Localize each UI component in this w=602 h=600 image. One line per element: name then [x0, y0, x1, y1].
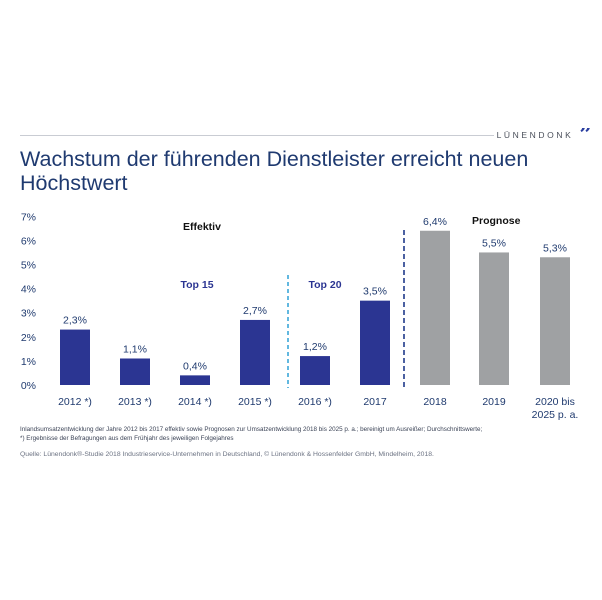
- category-label: 2015 *): [238, 396, 272, 408]
- y-tick-label: 3%: [21, 308, 36, 320]
- bar: [479, 252, 509, 385]
- value-label: 5,5%: [482, 237, 506, 249]
- y-tick-label: 1%: [21, 356, 36, 368]
- value-label: 1,1%: [123, 343, 147, 355]
- category-label: 2020 bis 2025 p. a.: [532, 396, 579, 420]
- category-label: 2018: [423, 396, 447, 408]
- category-label: 2013 *): [118, 396, 152, 408]
- bar: [540, 257, 570, 385]
- top20-annotation: Top 20: [308, 279, 341, 291]
- category-label: 2019: [482, 396, 506, 408]
- value-label: 1,2%: [303, 341, 327, 353]
- y-tick-label: 2%: [21, 332, 36, 344]
- bar: [240, 319, 270, 385]
- value-label: 3,5%: [363, 286, 387, 298]
- category-label: 2017: [363, 396, 387, 408]
- y-tick-label: 4%: [21, 284, 36, 296]
- category-label: 2014 *): [178, 396, 212, 408]
- bar: [360, 300, 390, 385]
- value-label: 2,7%: [243, 305, 267, 317]
- footnote-line-1: Inlandsumsatzentwicklung der Jahre 2012 …: [20, 426, 483, 433]
- brand-logo: LÜNENDONK ”: [497, 128, 592, 142]
- quote-mark-icon: ”: [579, 128, 592, 142]
- effektiv-annotation: Effektiv: [183, 221, 221, 233]
- category-label: 2012 *): [58, 396, 92, 408]
- brand-name: LÜNENDONK: [496, 130, 574, 140]
- value-label: 5,3%: [543, 242, 567, 254]
- prognose-annotation: Prognose: [472, 215, 521, 227]
- bar: [120, 358, 150, 385]
- bar-chart: 0% 1% 2% 3% 4% 5% 6% 7% 2,3% 2012 *) 1,1% 2013 *) 0,…: [21, 211, 579, 420]
- page-title: Wachstum der führenden Dienstleister err…: [20, 147, 540, 195]
- header-rule: [20, 135, 494, 136]
- bar: [420, 230, 450, 385]
- value-label: 6,4%: [423, 216, 447, 228]
- bar: [60, 329, 90, 385]
- category-label: 2016 *): [298, 396, 332, 408]
- y-tick-label: 7%: [21, 211, 36, 223]
- title-line-1: Wachstum der führenden Dienstleister err…: [20, 147, 529, 171]
- bar: [300, 356, 330, 385]
- y-tick-label: 5%: [21, 260, 36, 272]
- value-label: 2,3%: [63, 315, 87, 327]
- top15-annotation: Top 15: [180, 279, 213, 291]
- footnotes: Inlandsumsatzentwicklung der Jahre 2012 …: [20, 425, 482, 443]
- bar: [180, 375, 210, 385]
- y-tick-label: 6%: [21, 235, 36, 247]
- title-line-2: Höchstwert: [20, 171, 128, 195]
- value-label: 0,4%: [183, 360, 207, 372]
- source-note: Quelle: Lünendonk®-Studie 2018 Industrie…: [20, 451, 434, 458]
- footnote-line-2: *) Ergebnisse der Befragungen aus dem Fr…: [20, 435, 234, 442]
- y-tick-label: 0%: [21, 380, 36, 392]
